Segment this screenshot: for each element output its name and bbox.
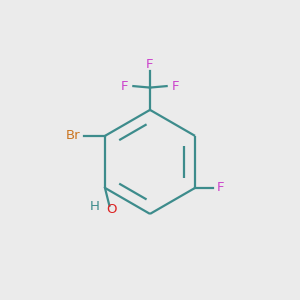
Text: F: F <box>217 182 224 194</box>
Text: H: H <box>90 200 100 213</box>
Text: Br: Br <box>65 129 80 142</box>
Text: F: F <box>172 80 179 93</box>
Text: F: F <box>121 80 128 93</box>
Text: O: O <box>106 203 116 216</box>
Text: F: F <box>146 58 154 70</box>
